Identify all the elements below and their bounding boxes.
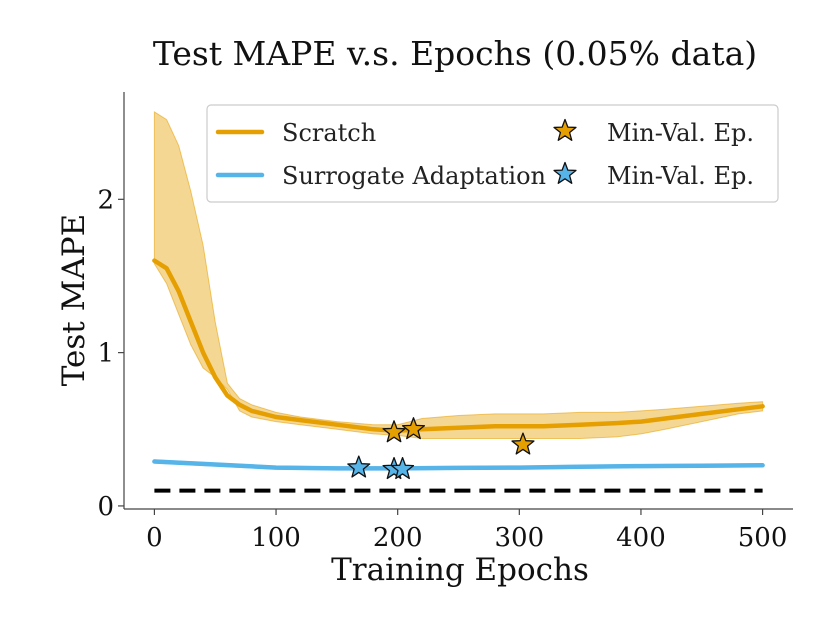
legend-star-icon bbox=[553, 118, 577, 141]
min-val-star-surrogate-adaptation bbox=[347, 455, 371, 478]
legend-label-surrogate-min-val: Min-Val. Ep. bbox=[607, 162, 754, 190]
legend-marker-scratch-min-val bbox=[553, 118, 577, 141]
legend-frame bbox=[206, 104, 779, 203]
min-val-star-scratch bbox=[382, 420, 406, 443]
y-tick-label: 0 bbox=[97, 492, 114, 522]
y-axis-label: Test MAPE bbox=[56, 214, 92, 386]
legend-marker-surrogate-min-val bbox=[553, 161, 577, 184]
x-tick-label: 500 bbox=[738, 523, 788, 553]
legend: Scratch Min-Val. Ep. Surrogate Adaptatio… bbox=[206, 104, 779, 203]
legend-label-surrogate: Surrogate Adaptation bbox=[282, 162, 546, 190]
legend-star-icon bbox=[553, 161, 577, 184]
band-scratch bbox=[153, 110, 764, 439]
x-tick-label: 0 bbox=[146, 523, 163, 553]
plot-area bbox=[152, 110, 765, 493]
x-axis-label: Training Epochs bbox=[331, 552, 589, 588]
y-tick-label: 1 bbox=[97, 339, 114, 369]
min-val-star-surrogate-adaptation bbox=[390, 456, 415, 480]
min-val-star-scratch bbox=[401, 417, 426, 440]
line-surrogate-adaptation bbox=[152, 459, 765, 471]
y-tick-label: 2 bbox=[97, 185, 114, 215]
x-tick-label: 200 bbox=[373, 523, 423, 553]
chart-title: Test MAPE v.s. Epochs (0.05% data) bbox=[153, 34, 757, 73]
min-val-star-scratch bbox=[511, 432, 535, 455]
legend-label-scratch-min-val: Min-Val. Ep. bbox=[607, 119, 754, 147]
legend-label-scratch: Scratch bbox=[282, 119, 376, 147]
x-ticks: 0 100 200 300 400 500 bbox=[146, 509, 787, 553]
x-tick-label: 100 bbox=[251, 523, 301, 553]
x-tick-label: 400 bbox=[616, 523, 666, 553]
x-tick-label: 300 bbox=[494, 523, 544, 553]
y-ticks: 0 1 2 bbox=[97, 185, 124, 522]
